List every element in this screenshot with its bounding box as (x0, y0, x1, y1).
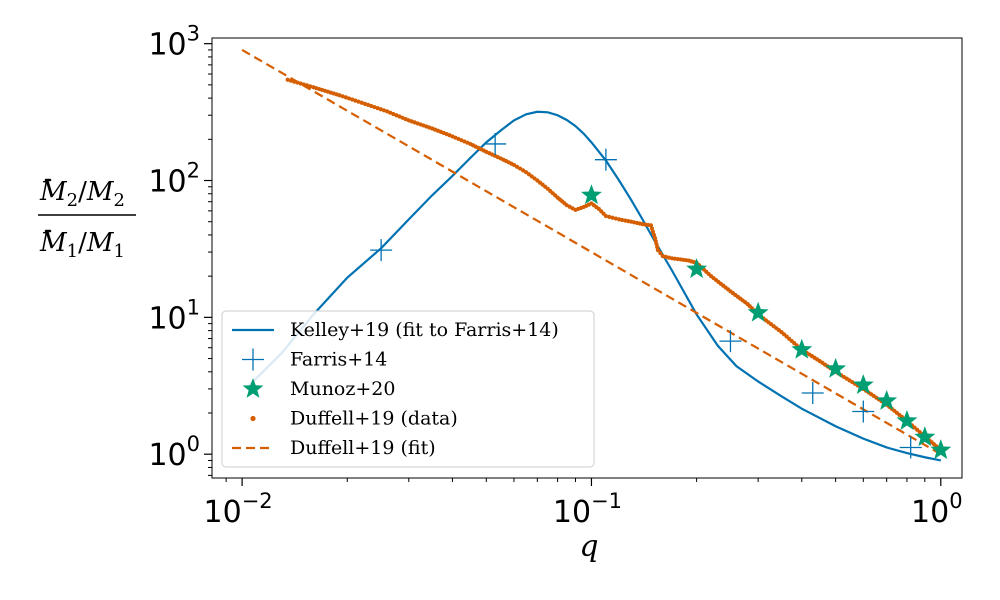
munoz-point (747, 301, 769, 322)
duffell-data-point (359, 100, 364, 105)
munoz-point (896, 409, 918, 430)
y-axis-label: M2/M2 M1/M1 (38, 177, 136, 262)
duffell-data-point (308, 84, 313, 89)
y-label-den-m2: M (86, 228, 115, 258)
munoz-point (791, 338, 813, 359)
duffell-data-point (295, 80, 300, 85)
legend-item-duffell-19-data: Duffell+19 (data) (250, 408, 458, 430)
farris-point (719, 330, 742, 353)
legend-item-munoz-20: Munoz+20 (242, 378, 395, 400)
duffell-data-point (610, 215, 615, 220)
y-label-num-sub1: 2 (67, 190, 78, 211)
duffell-data-point (356, 99, 361, 104)
munoz-point (852, 374, 874, 394)
y-label-num-sub2: 2 (113, 190, 124, 211)
duffell-data-point (607, 214, 612, 219)
x-tick-label: 10−2 (204, 489, 273, 530)
y-label-num-slash: / (78, 177, 87, 207)
duffell-19-fit-line (241, 48, 942, 456)
series-munoz-20 (580, 184, 952, 460)
duffell-data-point (350, 97, 355, 102)
legend-label: Kelley+19 (fit to Farris+14) (290, 319, 559, 341)
farris-point (801, 382, 824, 405)
duffell-data-point (651, 232, 657, 237)
duffell-data-point (381, 108, 387, 113)
duffell-data-point (649, 226, 655, 231)
duffell-data-point (298, 81, 303, 86)
munoz-point (686, 258, 708, 279)
duffell-data-point (285, 77, 290, 82)
duffell-data-point (650, 229, 656, 234)
legend-label: Farris+14 (290, 349, 387, 371)
y-label-den-sub1: 1 (67, 241, 78, 262)
duffell-data-point (362, 101, 367, 106)
y-label-num-m2: M (86, 177, 115, 207)
munoz-point (914, 426, 936, 447)
munoz-point (876, 389, 898, 410)
legend-label: Munoz+20 (290, 378, 395, 400)
legend-handle (242, 378, 264, 398)
series-duffell-19-fit (241, 48, 942, 456)
legend-label: Duffell+19 (fit) (290, 437, 436, 459)
duffell-data-point (288, 78, 293, 83)
munoz-point (930, 439, 952, 460)
farris-point (594, 148, 617, 171)
legend-frame (221, 310, 595, 468)
y-label-num-m: M (39, 177, 68, 207)
x-tick-label: 100 (911, 489, 963, 530)
plot-frame (211, 37, 963, 479)
legend-item-duffell-19-fit: Duffell+19 (fit) (232, 437, 436, 459)
duffell-data-point (378, 107, 383, 112)
legend-handle (242, 348, 264, 371)
duffell-data-point (613, 216, 618, 221)
svg-text:M2/M2: M2/M2 (39, 177, 125, 211)
duffell-data-point (511, 162, 517, 168)
duffell-data-point (301, 82, 306, 87)
duffell-data-point (346, 96, 352, 101)
farris-point (899, 436, 922, 459)
duffell-data-point (304, 83, 310, 88)
y-tick-label: 100 (148, 432, 200, 473)
duffell-data-point (340, 94, 345, 99)
legend-handle (250, 415, 256, 422)
y-label-den-m: M (39, 228, 68, 258)
duffell-data-point (337, 93, 342, 98)
munoz-point (825, 357, 847, 378)
legend-label: Duffell+19 (data) (290, 408, 458, 430)
duffell-data-point (353, 98, 358, 103)
farris-point (852, 400, 875, 423)
legend-item-farris-14: Farris+14 (242, 348, 387, 371)
y-tick-label: 101 (148, 295, 200, 336)
y-label-den-sub2: 1 (113, 241, 124, 262)
svg-text:M1/M1: M1/M1 (39, 228, 125, 262)
series-farris-14 (370, 132, 922, 459)
duffell-data-point (517, 166, 523, 171)
duffell-data-point (372, 104, 377, 110)
duffell-data-point (648, 223, 654, 228)
x-axis-label: q (579, 529, 598, 564)
duffell-data-point (603, 213, 609, 219)
series-kelley-19-fit-to-farris-14 (248, 110, 942, 462)
legend-item-kelley-19-fit-to-farris-14: Kelley+19 (fit to Farris+14) (232, 319, 559, 341)
farris-point (370, 239, 393, 262)
y-tick-label: 103 (148, 22, 200, 63)
duffell-data-point (514, 164, 520, 169)
y-label-den-slash: / (78, 228, 87, 258)
duffell-data-point (343, 95, 348, 100)
x-tick-label: 10−1 (553, 489, 622, 530)
duffell-data-point (655, 248, 661, 253)
legend: Kelley+19 (fit to Farris+14) Farris+14 Mun… (221, 310, 595, 468)
farris-point (484, 132, 507, 155)
munoz-point (580, 184, 602, 205)
kelley-19-fit-to-farris-14-line (248, 110, 942, 462)
y-tick-label: 102 (148, 159, 200, 200)
duffell-data-point (658, 251, 663, 256)
duffell-data-point (291, 79, 297, 84)
duffell-data-point (365, 102, 371, 108)
duffell-data-point (375, 106, 380, 111)
duffell-data-point (369, 103, 374, 109)
duffell-data-point (520, 168, 526, 173)
